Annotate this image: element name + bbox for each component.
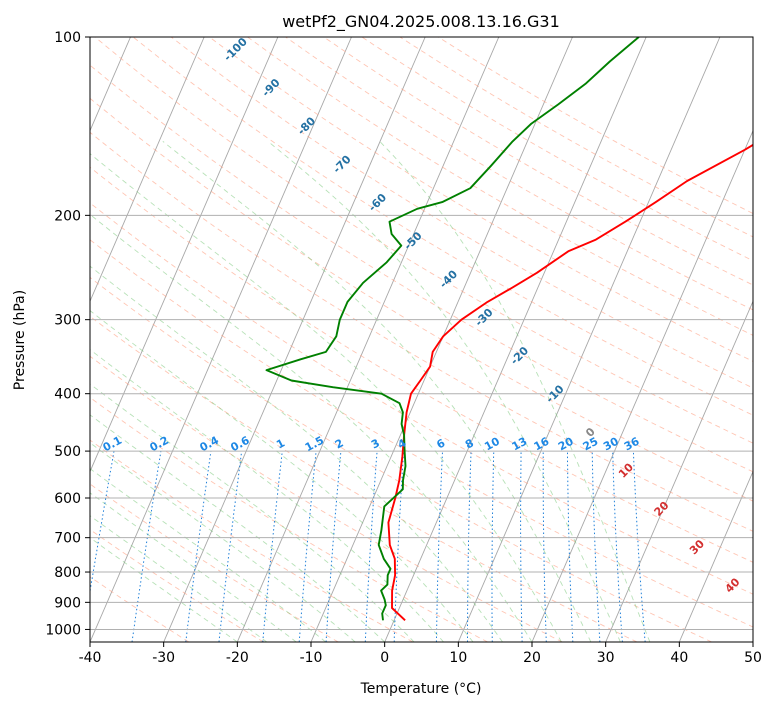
mixing-ratio-label: 1 <box>274 436 287 451</box>
x-tick-label: 20 <box>523 650 541 666</box>
y-tick-label: 1000 <box>45 622 81 638</box>
mixing-ratio-label: 10 <box>482 435 502 454</box>
mixing-ratio-label: 36 <box>622 435 642 454</box>
dry-adiabat-line <box>133 37 775 642</box>
isotherm-line <box>0 37 57 642</box>
isotherm-line <box>753 37 775 642</box>
isotherm-line <box>0 37 204 642</box>
dry-adiabat-line <box>0 37 189 642</box>
y-tick-label: 700 <box>54 531 81 547</box>
dry-adiabat-label: -80 <box>295 114 318 137</box>
isotherm-line <box>458 37 720 642</box>
dry-adiabat-label: -50 <box>401 229 424 252</box>
mixing-ratio-line <box>186 451 211 642</box>
mixing-ratio-line <box>436 451 442 642</box>
dry-adiabat-line <box>0 37 562 642</box>
x-tick-label: 50 <box>744 650 762 666</box>
x-tick-label: 40 <box>670 650 688 666</box>
x-tick-label: -40 <box>79 650 102 666</box>
moist-adiabat-line <box>268 141 621 642</box>
dry-adiabat-line <box>0 37 488 642</box>
mixing-ratio-line <box>82 451 114 642</box>
dry-adiabat-label: 0 <box>583 425 598 440</box>
moist-adiabat-line <box>0 278 267 642</box>
mixing-ratio-label: 8 <box>463 436 476 451</box>
dry-adiabat-line <box>0 37 775 642</box>
mixing-ratio-line <box>592 451 600 642</box>
y-axis-label: Pressure (hPa) <box>12 290 28 390</box>
dry-adiabat-line <box>95 37 775 642</box>
y-tick-label: 800 <box>54 565 81 581</box>
moist-adiabat-line <box>163 141 591 642</box>
mixing-ratio-line <box>568 451 573 642</box>
mixing-ratio-label: 4 <box>396 436 409 451</box>
dry-adiabat-label: -60 <box>366 191 389 214</box>
y-tick-label: 300 <box>54 313 81 329</box>
mixing-ratio-line <box>521 451 523 642</box>
y-tick-label: 900 <box>54 595 81 611</box>
mixing-ratio-label: 30 <box>601 435 621 454</box>
mixing-ratio-line <box>492 451 494 642</box>
y-tick-label: 500 <box>54 444 81 460</box>
dry-adiabat-label: -70 <box>330 153 353 176</box>
x-tick-label: 30 <box>597 650 615 666</box>
mixing-ratio-label: 3 <box>369 436 382 451</box>
y-tick-label: 400 <box>54 387 81 403</box>
dry-adiabat-label: 10 <box>616 460 636 480</box>
dry-adiabat-line <box>0 37 264 642</box>
mixing-ratio-line <box>633 451 645 642</box>
moist-adiabat-line <box>380 141 650 642</box>
dry-adiabat-label: -10 <box>543 382 566 405</box>
dry-adiabat-label: -90 <box>259 76 282 99</box>
dry-adiabat-label: -40 <box>437 267 460 290</box>
x-tick-label: -10 <box>300 650 323 666</box>
isotherm-line <box>532 37 775 642</box>
mixing-ratio-line <box>132 451 161 642</box>
dry-adiabat-line <box>0 37 413 642</box>
x-tick-label: -30 <box>152 650 175 666</box>
x-tick-label: 10 <box>449 650 467 666</box>
mixing-ratio-label: 16 <box>532 435 552 454</box>
y-tick-label: 200 <box>54 208 81 224</box>
mixing-ratio-line <box>365 451 377 642</box>
x-tick-label: 0 <box>380 650 389 666</box>
isotherm-line <box>385 37 647 642</box>
y-tick-label: 100 <box>54 30 81 46</box>
moist-adiabat-line <box>4 141 532 642</box>
chart-title: wetPf2_GN04.2025.008.13.16.G31 <box>282 12 560 32</box>
dry-adiabat-line <box>0 37 637 642</box>
mixing-ratio-label: 20 <box>556 435 576 454</box>
mixing-ratio-line <box>263 451 283 642</box>
isotherm-line <box>16 37 278 642</box>
dry-adiabat-label: -20 <box>508 344 531 367</box>
moist-adiabat-line <box>0 293 237 642</box>
x-axis-label: Temperature (°C) <box>360 681 482 697</box>
dry-adiabat-label: 40 <box>723 575 743 595</box>
dry-adiabat-line <box>171 37 775 642</box>
x-tick-label: -20 <box>226 650 249 666</box>
dry-adiabat-line <box>0 37 712 642</box>
y-tick-label: 600 <box>54 491 81 507</box>
dry-adiabat-label: -100 <box>221 35 250 64</box>
mixing-ratio-line <box>219 451 242 642</box>
mixing-ratio-line <box>613 451 623 642</box>
